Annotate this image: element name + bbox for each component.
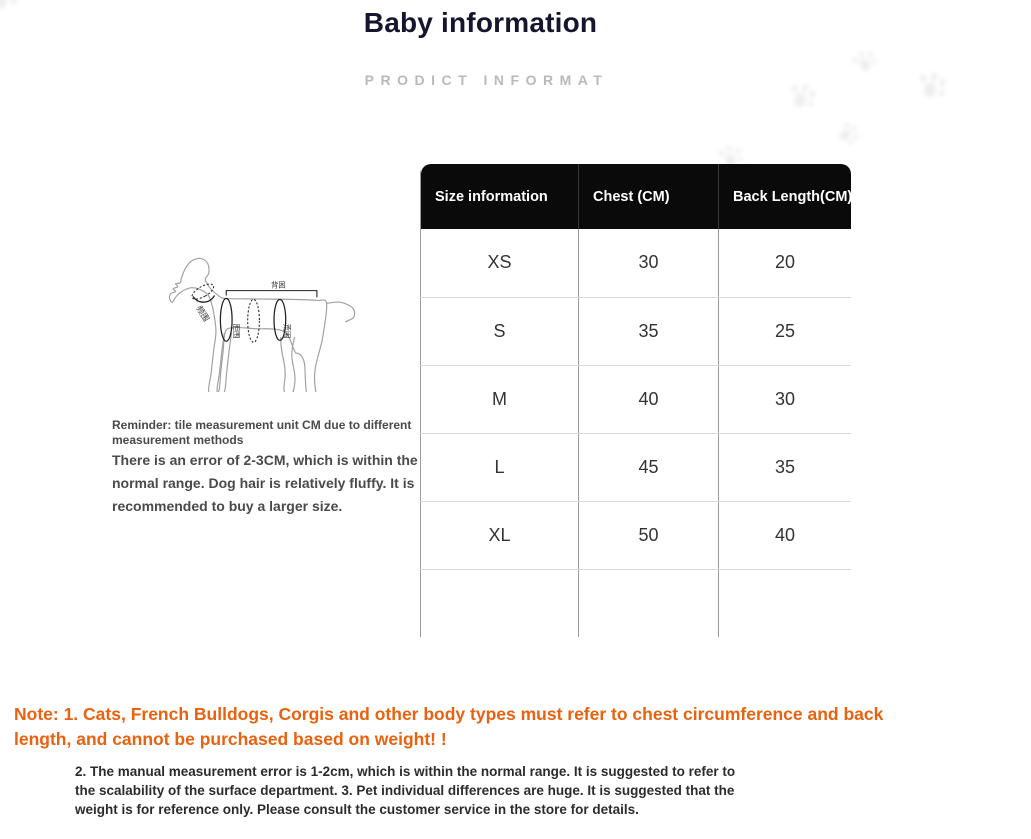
svg-text:胆围: 胆围 (232, 324, 241, 339)
svg-text:频围: 频围 (194, 304, 211, 323)
svg-text:背困: 背困 (271, 281, 286, 290)
svg-text:荒围: 荒围 (283, 324, 292, 339)
